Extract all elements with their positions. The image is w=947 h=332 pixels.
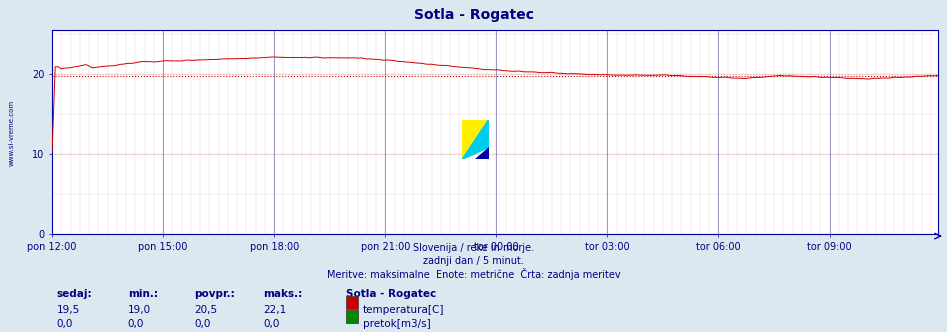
Text: www.si-vreme.com: www.si-vreme.com [9,100,14,166]
Text: 0,0: 0,0 [128,319,144,329]
Text: 19,0: 19,0 [128,305,151,315]
Text: 0,0: 0,0 [263,319,279,329]
Text: 0,0: 0,0 [194,319,210,329]
Text: min.:: min.: [128,289,158,299]
Polygon shape [475,147,489,159]
Text: 20,5: 20,5 [194,305,217,315]
Text: Meritve: maksimalne  Enote: metrične  Črta: zadnja meritev: Meritve: maksimalne Enote: metrične Črta… [327,268,620,280]
Text: temperatura[C]: temperatura[C] [363,305,444,315]
Text: povpr.:: povpr.: [194,289,235,299]
Polygon shape [462,120,489,159]
Text: 19,5: 19,5 [57,305,80,315]
Text: pretok[m3/s]: pretok[m3/s] [363,319,431,329]
Text: sedaj:: sedaj: [57,289,93,299]
Polygon shape [462,120,489,159]
Text: Sotla - Rogatec: Sotla - Rogatec [346,289,436,299]
Text: Sotla - Rogatec: Sotla - Rogatec [414,8,533,22]
Text: Slovenija / reke in morje.: Slovenija / reke in morje. [413,243,534,253]
Text: 0,0: 0,0 [57,319,73,329]
Text: 22,1: 22,1 [263,305,287,315]
Text: maks.:: maks.: [263,289,302,299]
Text: zadnji dan / 5 minut.: zadnji dan / 5 minut. [423,256,524,266]
